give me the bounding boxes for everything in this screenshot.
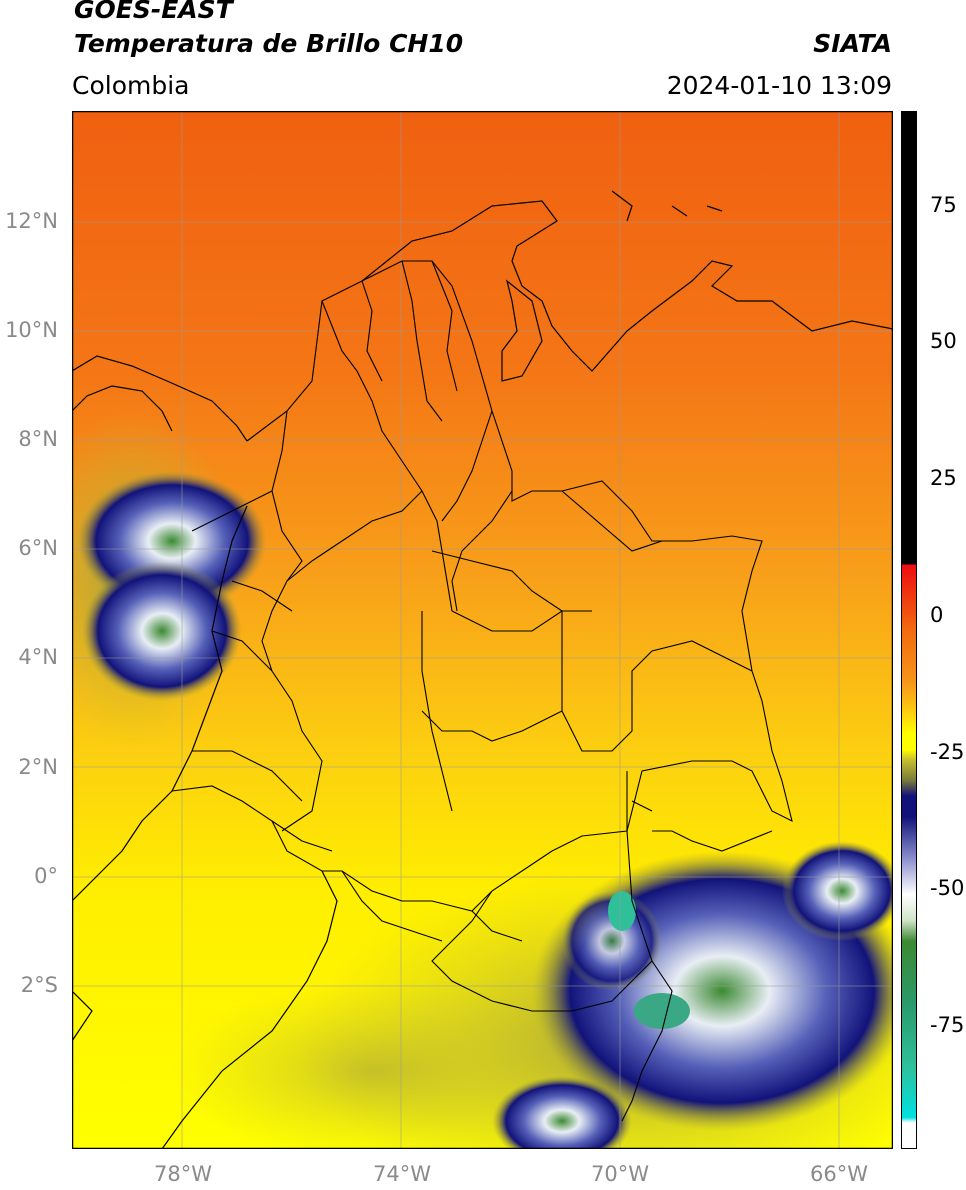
grid-lines <box>72 111 893 1149</box>
cold-cloud-pacific-south <box>82 561 242 701</box>
lat-label-2s: 2°S <box>20 973 58 997</box>
lat-label-10n: 10°N <box>5 318 58 342</box>
lat-label-12n: 12°N <box>5 209 58 233</box>
timestamp-label: 2024-01-10 13:09 <box>666 71 892 100</box>
colorbar-label-minus25: -25 <box>930 740 965 764</box>
colorbar-label-minus50: -50 <box>930 876 965 900</box>
cold-cloud-south <box>492 1076 632 1149</box>
cloud-haze-sw <box>172 981 572 1149</box>
cold-cloud-east <box>782 841 893 941</box>
lat-label-6n: 6°N <box>18 536 58 560</box>
teal-cold-core-2 <box>634 993 690 1029</box>
colorbar-label-minus75: -75 <box>930 1013 965 1037</box>
lon-label-74w: 74°W <box>373 1162 431 1186</box>
lon-label-66w: 66°W <box>810 1162 868 1186</box>
teal-cold-core <box>608 891 636 931</box>
lat-label-4n: 4°N <box>18 645 58 669</box>
satellite-title: GOES-EAST <box>74 0 233 24</box>
colorbar-gradient <box>901 111 917 1149</box>
colorbar-label-50: 50 <box>930 329 957 353</box>
temperature-colorbar <box>901 111 917 1149</box>
product-title: Temperatura de Brillo CH10 <box>74 29 464 58</box>
coastlines <box>72 190 893 1149</box>
region-label: Colombia <box>72 71 190 100</box>
colorbar-label-25: 25 <box>930 466 957 490</box>
map-frame <box>72 111 893 1149</box>
lat-label-2n: 2°N <box>18 755 58 779</box>
colorbar-label-75: 75 <box>930 193 957 217</box>
lat-label-0: 0° <box>34 864 58 888</box>
colorbar-label-0: 0 <box>930 603 944 627</box>
lat-label-8n: 8°N <box>18 427 58 451</box>
lon-label-78w: 78°W <box>154 1162 212 1186</box>
lon-label-70w: 70°W <box>591 1162 649 1186</box>
brightness-temperature-map <box>72 111 893 1149</box>
source-label: SIATA <box>813 29 892 58</box>
admin-borders <box>171 260 793 1122</box>
